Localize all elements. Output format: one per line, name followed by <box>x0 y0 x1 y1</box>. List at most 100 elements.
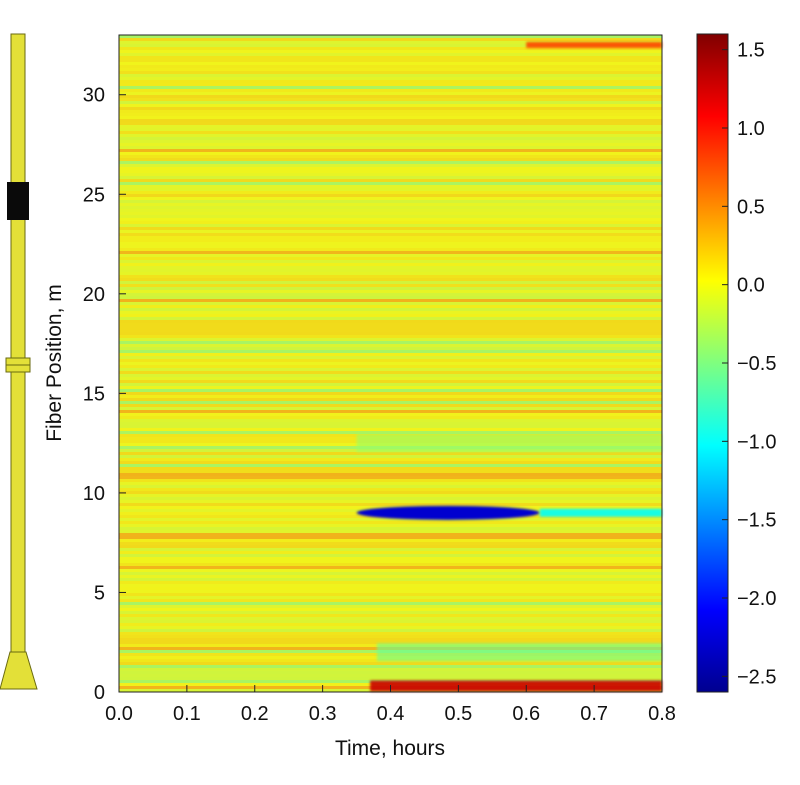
cold-tail-mark <box>539 508 662 517</box>
noise-stripe <box>119 311 662 314</box>
noise-stripe <box>119 467 662 470</box>
noise-stripe <box>119 260 662 263</box>
hot-top-strip-mark <box>526 41 662 48</box>
noise-stripe <box>119 491 662 494</box>
noise-stripe <box>119 578 662 581</box>
noise-stripe <box>119 416 662 419</box>
noise-stripe <box>119 68 662 71</box>
noise-stripe <box>119 44 662 47</box>
noise-stripe <box>119 671 662 674</box>
noise-stripe <box>119 476 662 479</box>
noise-stripe <box>119 320 662 323</box>
noise-stripe <box>119 329 662 332</box>
noise-stripe <box>119 209 662 212</box>
noise-stripe <box>119 563 662 566</box>
noise-stripe <box>119 134 662 137</box>
noise-stripe <box>119 215 662 218</box>
noise-stripe <box>119 71 662 74</box>
noise-stripe <box>119 662 662 665</box>
y-tick-label: 25 <box>83 184 105 206</box>
noise-stripe <box>119 101 662 104</box>
noise-stripe <box>119 221 662 224</box>
noise-stripe <box>119 38 662 41</box>
wellbore-schematic <box>0 33 38 690</box>
noise-stripe <box>119 191 662 194</box>
noise-stripe <box>119 119 662 122</box>
noise-stripe <box>119 635 662 638</box>
noise-stripe <box>119 425 662 428</box>
noise-stripe <box>119 266 662 269</box>
x-tick-label: 0.7 <box>580 703 608 725</box>
noise-stripe <box>119 302 662 305</box>
noise-stripe <box>119 533 662 536</box>
noise-stripe <box>119 407 662 410</box>
noise-stripe <box>119 197 662 200</box>
colorbar-tick-label: −2.0 <box>737 588 776 610</box>
noise-stripe <box>119 230 662 233</box>
noise-stripe <box>119 158 662 161</box>
y-tick-label: 20 <box>83 284 105 306</box>
x-tick-label: 0.6 <box>512 703 540 725</box>
noise-stripe <box>119 560 662 563</box>
noise-stripe <box>119 452 662 455</box>
noise-stripe <box>119 557 662 560</box>
noise-stripe <box>119 98 662 101</box>
noise-stripe <box>119 251 662 254</box>
noise-stripe <box>119 461 662 464</box>
pipe-icon <box>10 33 26 663</box>
noise-stripe <box>119 593 662 596</box>
noise-stripe <box>119 293 662 296</box>
noise-stripe <box>119 488 662 491</box>
noise-stripe <box>119 188 662 191</box>
noise-stripe <box>119 569 662 572</box>
noise-stripe <box>119 206 662 209</box>
feature-shape <box>356 434 662 453</box>
x-tick-label: 0.0 <box>105 703 133 725</box>
y-tick-label: 15 <box>83 383 105 405</box>
noise-stripe <box>119 596 662 599</box>
feature-shape <box>539 508 662 517</box>
y-tick-label: 10 <box>83 483 105 505</box>
noise-stripe <box>119 254 662 257</box>
noise-stripe <box>119 464 662 467</box>
noise-stripe <box>119 272 662 275</box>
noise-stripe <box>119 485 662 488</box>
noise-stripe <box>119 623 662 626</box>
noise-stripe <box>119 137 662 140</box>
noise-stripe <box>119 239 662 242</box>
noise-stripe <box>119 284 662 287</box>
noise-stripe <box>119 377 662 380</box>
noise-stripe <box>119 116 662 119</box>
noise-stripe <box>119 95 662 98</box>
noise-stripe <box>119 428 662 431</box>
noise-stripe <box>119 107 662 110</box>
noise-stripe <box>119 164 662 167</box>
noise-stripe <box>119 536 662 539</box>
noise-stripe <box>119 47 662 50</box>
noise-stripe <box>119 530 662 533</box>
noise-stripe <box>119 74 662 77</box>
noise-stripe <box>119 374 662 377</box>
noise-stripe <box>119 35 662 38</box>
noise-stripe <box>119 296 662 299</box>
noise-stripe <box>119 128 662 131</box>
noise-stripe <box>119 371 662 374</box>
noise-stripe <box>119 347 662 350</box>
noise-stripe <box>119 338 662 341</box>
noise-stripe <box>119 179 662 182</box>
x-tick-label: 0.4 <box>377 703 405 725</box>
noise-stripe <box>119 83 662 86</box>
noise-stripe <box>119 53 662 56</box>
y-axis-label: Fiber Position, m <box>43 284 66 442</box>
noise-stripe <box>119 638 662 641</box>
noise-stripe <box>119 257 662 260</box>
noise-stripe <box>119 149 662 152</box>
noise-stripe <box>119 227 662 230</box>
noise-stripe <box>119 356 662 359</box>
noise-stripe <box>119 110 662 113</box>
noise-stripe <box>119 551 662 554</box>
noise-stripe <box>119 422 662 425</box>
noise-stripe <box>119 122 662 125</box>
noise-stripe <box>119 203 662 206</box>
noise-stripe <box>119 500 662 503</box>
